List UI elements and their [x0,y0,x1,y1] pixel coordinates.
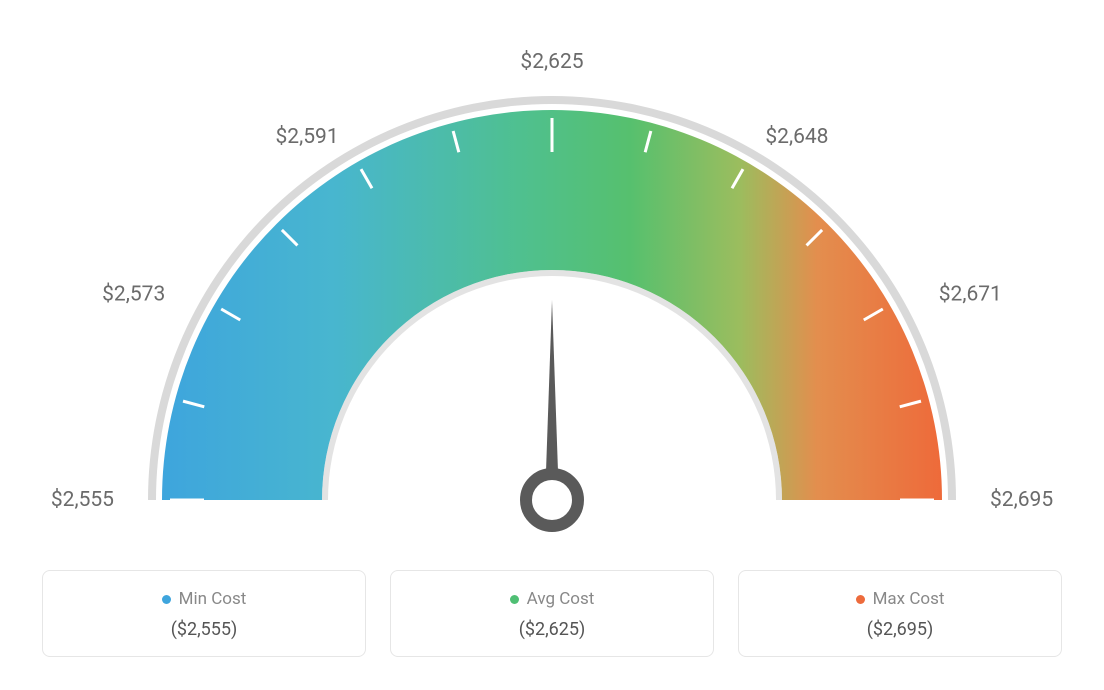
dot-icon-min [162,595,171,604]
legend-value-max: ($2,695) [867,619,934,640]
legend-card-min: Min Cost ($2,555) [42,570,366,657]
legend-card-avg: Avg Cost ($2,625) [390,570,714,657]
dot-icon-max [856,595,865,604]
gauge-tick-label: $2,671 [939,282,1002,306]
legend-row: Min Cost ($2,555) Avg Cost ($2,625) Max … [42,570,1062,657]
gauge-tick-label: $2,648 [765,125,828,149]
legend-value-avg: ($2,625) [519,619,586,640]
gauge-tick-label: $2,573 [102,282,165,306]
gauge-tick-label: $2,695 [990,488,1053,512]
gauge-tick-label: $2,555 [51,488,114,512]
cost-gauge: $2,555 $2,573 $2,591 $2,625 $2,648 $2,671 $2,6… [2,10,1102,570]
legend-value-min: ($2,555) [171,619,238,640]
legend-label-max: Max Cost [873,589,945,609]
gauge-needle-hub [526,474,578,526]
legend-top: Avg Cost [510,589,595,609]
legend-top: Max Cost [856,589,945,609]
dot-icon-avg [510,595,519,604]
legend-card-max: Max Cost ($2,695) [738,570,1062,657]
legend-label-min: Min Cost [179,589,247,609]
legend-label-avg: Avg Cost [527,589,595,609]
legend-top: Min Cost [162,589,247,609]
gauge-tick-label: $2,625 [520,50,583,74]
gauge-tick-label: $2,591 [275,125,338,149]
gauge-svg: $2,555 $2,573 $2,591 $2,625 $2,648 $2,671 $2,6… [2,10,1102,570]
